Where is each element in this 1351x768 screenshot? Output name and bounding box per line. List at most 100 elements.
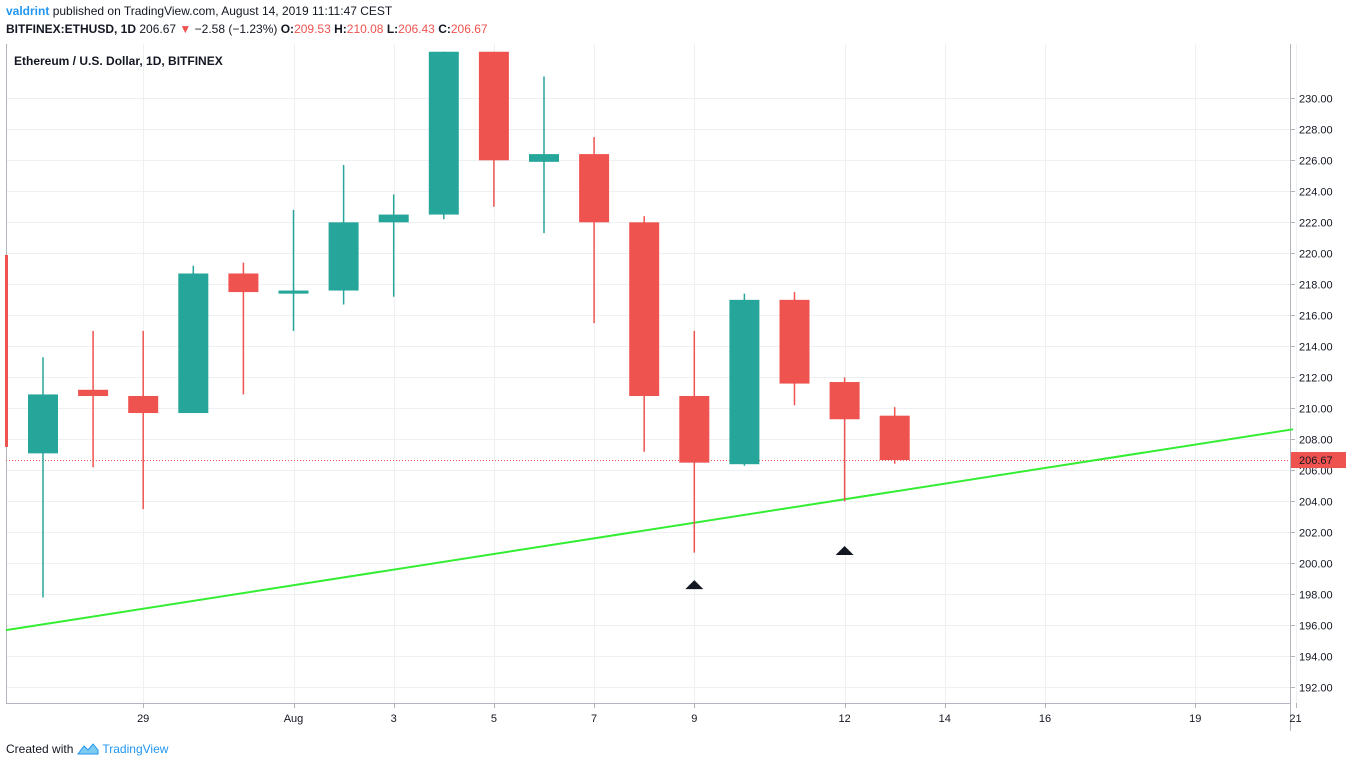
price-tick-label: 206.00: [1299, 465, 1333, 477]
candle-body: [78, 389, 109, 396]
price-tick-label: 208.00: [1299, 434, 1333, 446]
candle-body: [529, 154, 559, 162]
candle: [729, 293, 760, 466]
last-price-badge-bg: [1291, 452, 1346, 469]
price-tick-label: 200.00: [1299, 558, 1333, 570]
candle-body: [629, 222, 660, 396]
candle: [378, 194, 409, 297]
tradingview-logo-icon: [77, 743, 99, 755]
price-tick-label: 228.00: [1299, 124, 1333, 136]
price-tick-label: 224.00: [1299, 186, 1333, 198]
candle: [679, 330, 710, 553]
time-tick-label: 16: [1039, 713, 1051, 725]
price-axis-ticks: 192.00 194.00 196.00 198.00 200.00 202.00 204.…: [1290, 93, 1333, 694]
time-tick-label: 29: [137, 713, 149, 725]
time-tick-label: Aug: [284, 713, 304, 725]
candle: [228, 262, 259, 395]
last-price-badge: 206.67: [1291, 452, 1346, 469]
chart-grid: [6, 44, 1297, 703]
high-label: H:: [334, 22, 347, 36]
candle-body: [178, 273, 209, 414]
candle-body: [478, 51, 509, 161]
arrow-up-marker-icon: [835, 546, 854, 556]
time-tick-label: 9: [691, 713, 697, 725]
candle-body: [128, 395, 159, 414]
tradingview-brand[interactable]: TradingView: [102, 742, 169, 756]
publish-text: published on TradingView.com, August 14,…: [52, 4, 393, 18]
candle-body: [428, 51, 459, 215]
price-tick-label: 202.00: [1299, 527, 1333, 539]
price-tick-label: 196.00: [1299, 620, 1333, 632]
close-value: 206.67: [450, 22, 488, 36]
time-tick-label: 21: [1289, 713, 1301, 725]
low-value: 206.43: [398, 22, 435, 36]
candle: [328, 164, 359, 305]
candle-body: [779, 299, 810, 384]
time-tick-label: 5: [491, 713, 497, 725]
author-name[interactable]: valdrint: [6, 4, 50, 18]
footer: Created with TradingView: [6, 742, 168, 756]
markers: [685, 546, 854, 590]
price-tick-label: 204.00: [1299, 496, 1333, 508]
candle: [128, 330, 159, 510]
candle: [529, 76, 559, 234]
price-tick-label: 194.00: [1299, 651, 1333, 663]
candle-body: [228, 273, 259, 293]
price-tick-label: 212.00: [1299, 372, 1333, 384]
time-tick-label: 19: [1189, 713, 1201, 725]
price-change: −2.58 (−1.23%): [194, 22, 278, 36]
candle-body: [579, 154, 610, 223]
price-tick-label: 214.00: [1299, 341, 1333, 353]
last-price-badge-text: 206.67: [1299, 455, 1333, 467]
candle: [278, 209, 309, 331]
candle: [579, 137, 610, 324]
publish-info: valdrint published on TradingView.com, A…: [6, 4, 392, 18]
open-label: O:: [280, 22, 295, 36]
price-tick-label: 216.00: [1299, 310, 1333, 322]
created-with-text: Created with: [6, 742, 74, 756]
time-axis-ticks: 29 Aug 3 5 7 9 12 14 16 19 21: [137, 703, 1302, 725]
time-tick-label: 12: [838, 713, 850, 725]
last-price: 206.67: [139, 22, 177, 36]
candle-body: [679, 395, 710, 463]
chart-legend: Ethereum / U.S. Dollar, 1D, BITFINEX: [14, 54, 223, 68]
arrow-up-marker-icon: [685, 580, 704, 590]
candle: [879, 407, 910, 464]
symbol-ohlc-bar: BITFINEX:ETHUSD, 1D 206.67 ▼ −2.58 (−1.2…: [6, 22, 488, 36]
candle: [629, 216, 660, 452]
candle-body: [829, 382, 860, 420]
candle: [779, 292, 810, 406]
candle-body: [879, 415, 910, 461]
price-tick-label: 198.00: [1299, 589, 1333, 601]
low-label: L:: [386, 22, 399, 36]
candle: [178, 265, 209, 414]
candles: [28, 51, 910, 598]
price-tick-label: 218.00: [1299, 279, 1333, 291]
candle: [478, 51, 509, 207]
time-tick-label: 14: [939, 713, 951, 725]
candle: [28, 357, 58, 598]
candle-body: [28, 394, 58, 454]
open-value: 209.53: [294, 22, 331, 36]
candle-body: [378, 214, 409, 223]
left-edge-candle-stub: [5, 255, 8, 447]
trendline: [5, 428, 1294, 632]
time-tick-label: 3: [391, 713, 397, 725]
price-tick-label: 210.00: [1299, 403, 1333, 415]
candle: [829, 377, 860, 502]
candle: [428, 51, 459, 220]
candle: [78, 330, 109, 468]
time-tick-label: 7: [591, 713, 597, 725]
candle-body: [278, 290, 309, 294]
price-tick-label: 192.00: [1299, 682, 1333, 694]
candle-body: [729, 299, 760, 465]
price-tick-label: 226.00: [1299, 155, 1333, 167]
price-tick-label: 230.00: [1299, 93, 1333, 105]
candle-body: [328, 222, 359, 291]
close-label: C:: [438, 22, 451, 36]
price-tick-label: 222.00: [1299, 217, 1333, 229]
symbol-label: BITFINEX:ETHUSD, 1D: [6, 22, 137, 36]
high-value: 210.08: [346, 22, 384, 36]
triangle-down-icon: ▼: [179, 22, 192, 36]
